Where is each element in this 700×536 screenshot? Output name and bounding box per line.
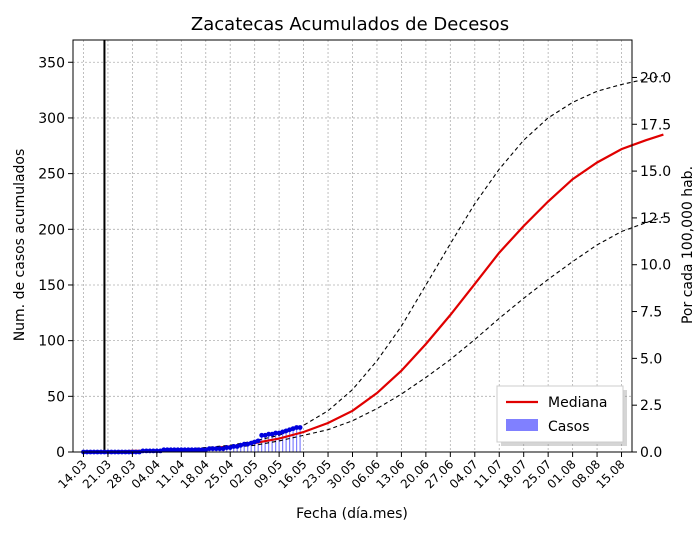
casos-point [266,431,272,437]
y-tick-label: 0 [56,445,65,461]
y-axis-label: Num. de casos acumulados [12,149,28,342]
y-tick-label: 300 [38,111,65,127]
casos-point [182,447,188,453]
y2-tick-label: 17.5 [640,117,671,133]
casos-point [241,441,247,447]
casos-point [224,445,230,450]
y-tick-label: 100 [38,334,65,350]
casos-point [273,430,279,436]
y-tick-label: 150 [38,278,65,294]
casos-point [196,447,202,453]
legend: Mediana Casos [496,385,627,446]
casos-point [255,438,261,444]
series-bound-line-1 [83,75,664,453]
casos-point [294,425,299,430]
casos-point [189,447,195,453]
casos-point [192,447,198,453]
y2-tick-label: 10.0 [640,258,671,274]
chart-title: Zacatecas Acumulados de Decesos [191,14,509,35]
casos-point [213,446,219,452]
x-tick-label: 15.08 [593,457,627,491]
casos-point [231,444,237,449]
y2-tick-label: 0.0 [640,445,662,461]
y-tick-label: 350 [38,55,65,71]
legend-mediana-label: Mediana [548,395,608,411]
x-axis-label: Fecha (día.mes) [296,506,408,522]
casos-point [178,447,184,453]
y-tick-label: 50 [47,389,65,405]
casos-point [210,446,216,452]
casos-point [259,432,265,438]
casos-markers [81,425,303,455]
y-tick-label: 250 [38,167,65,183]
casos-point [199,447,205,453]
legend-casos-swatch [506,419,538,431]
y2-tick-label: 15.0 [640,164,671,180]
legend-box [496,385,624,443]
y2-axis-label: Por cada 100,000 hab. [680,166,696,324]
legend-casos-label: Casos [548,419,590,435]
y2-tick-label: 5.0 [640,351,662,367]
casos-point [171,447,177,453]
casos-point [185,447,191,453]
casos-point [161,447,167,453]
y2-tick-label: 7.5 [640,305,662,321]
casos-point [206,446,212,452]
casos-point [175,447,181,453]
casos-point [297,425,303,430]
y2-tick-label: 20.0 [640,70,671,86]
casos-point [168,447,174,453]
casos-point [164,447,170,453]
casos-point [217,446,223,452]
y2-tick-label: 2.5 [640,398,662,414]
y2-tick-label: 12.5 [640,211,671,227]
y-tick-label: 200 [38,222,65,238]
